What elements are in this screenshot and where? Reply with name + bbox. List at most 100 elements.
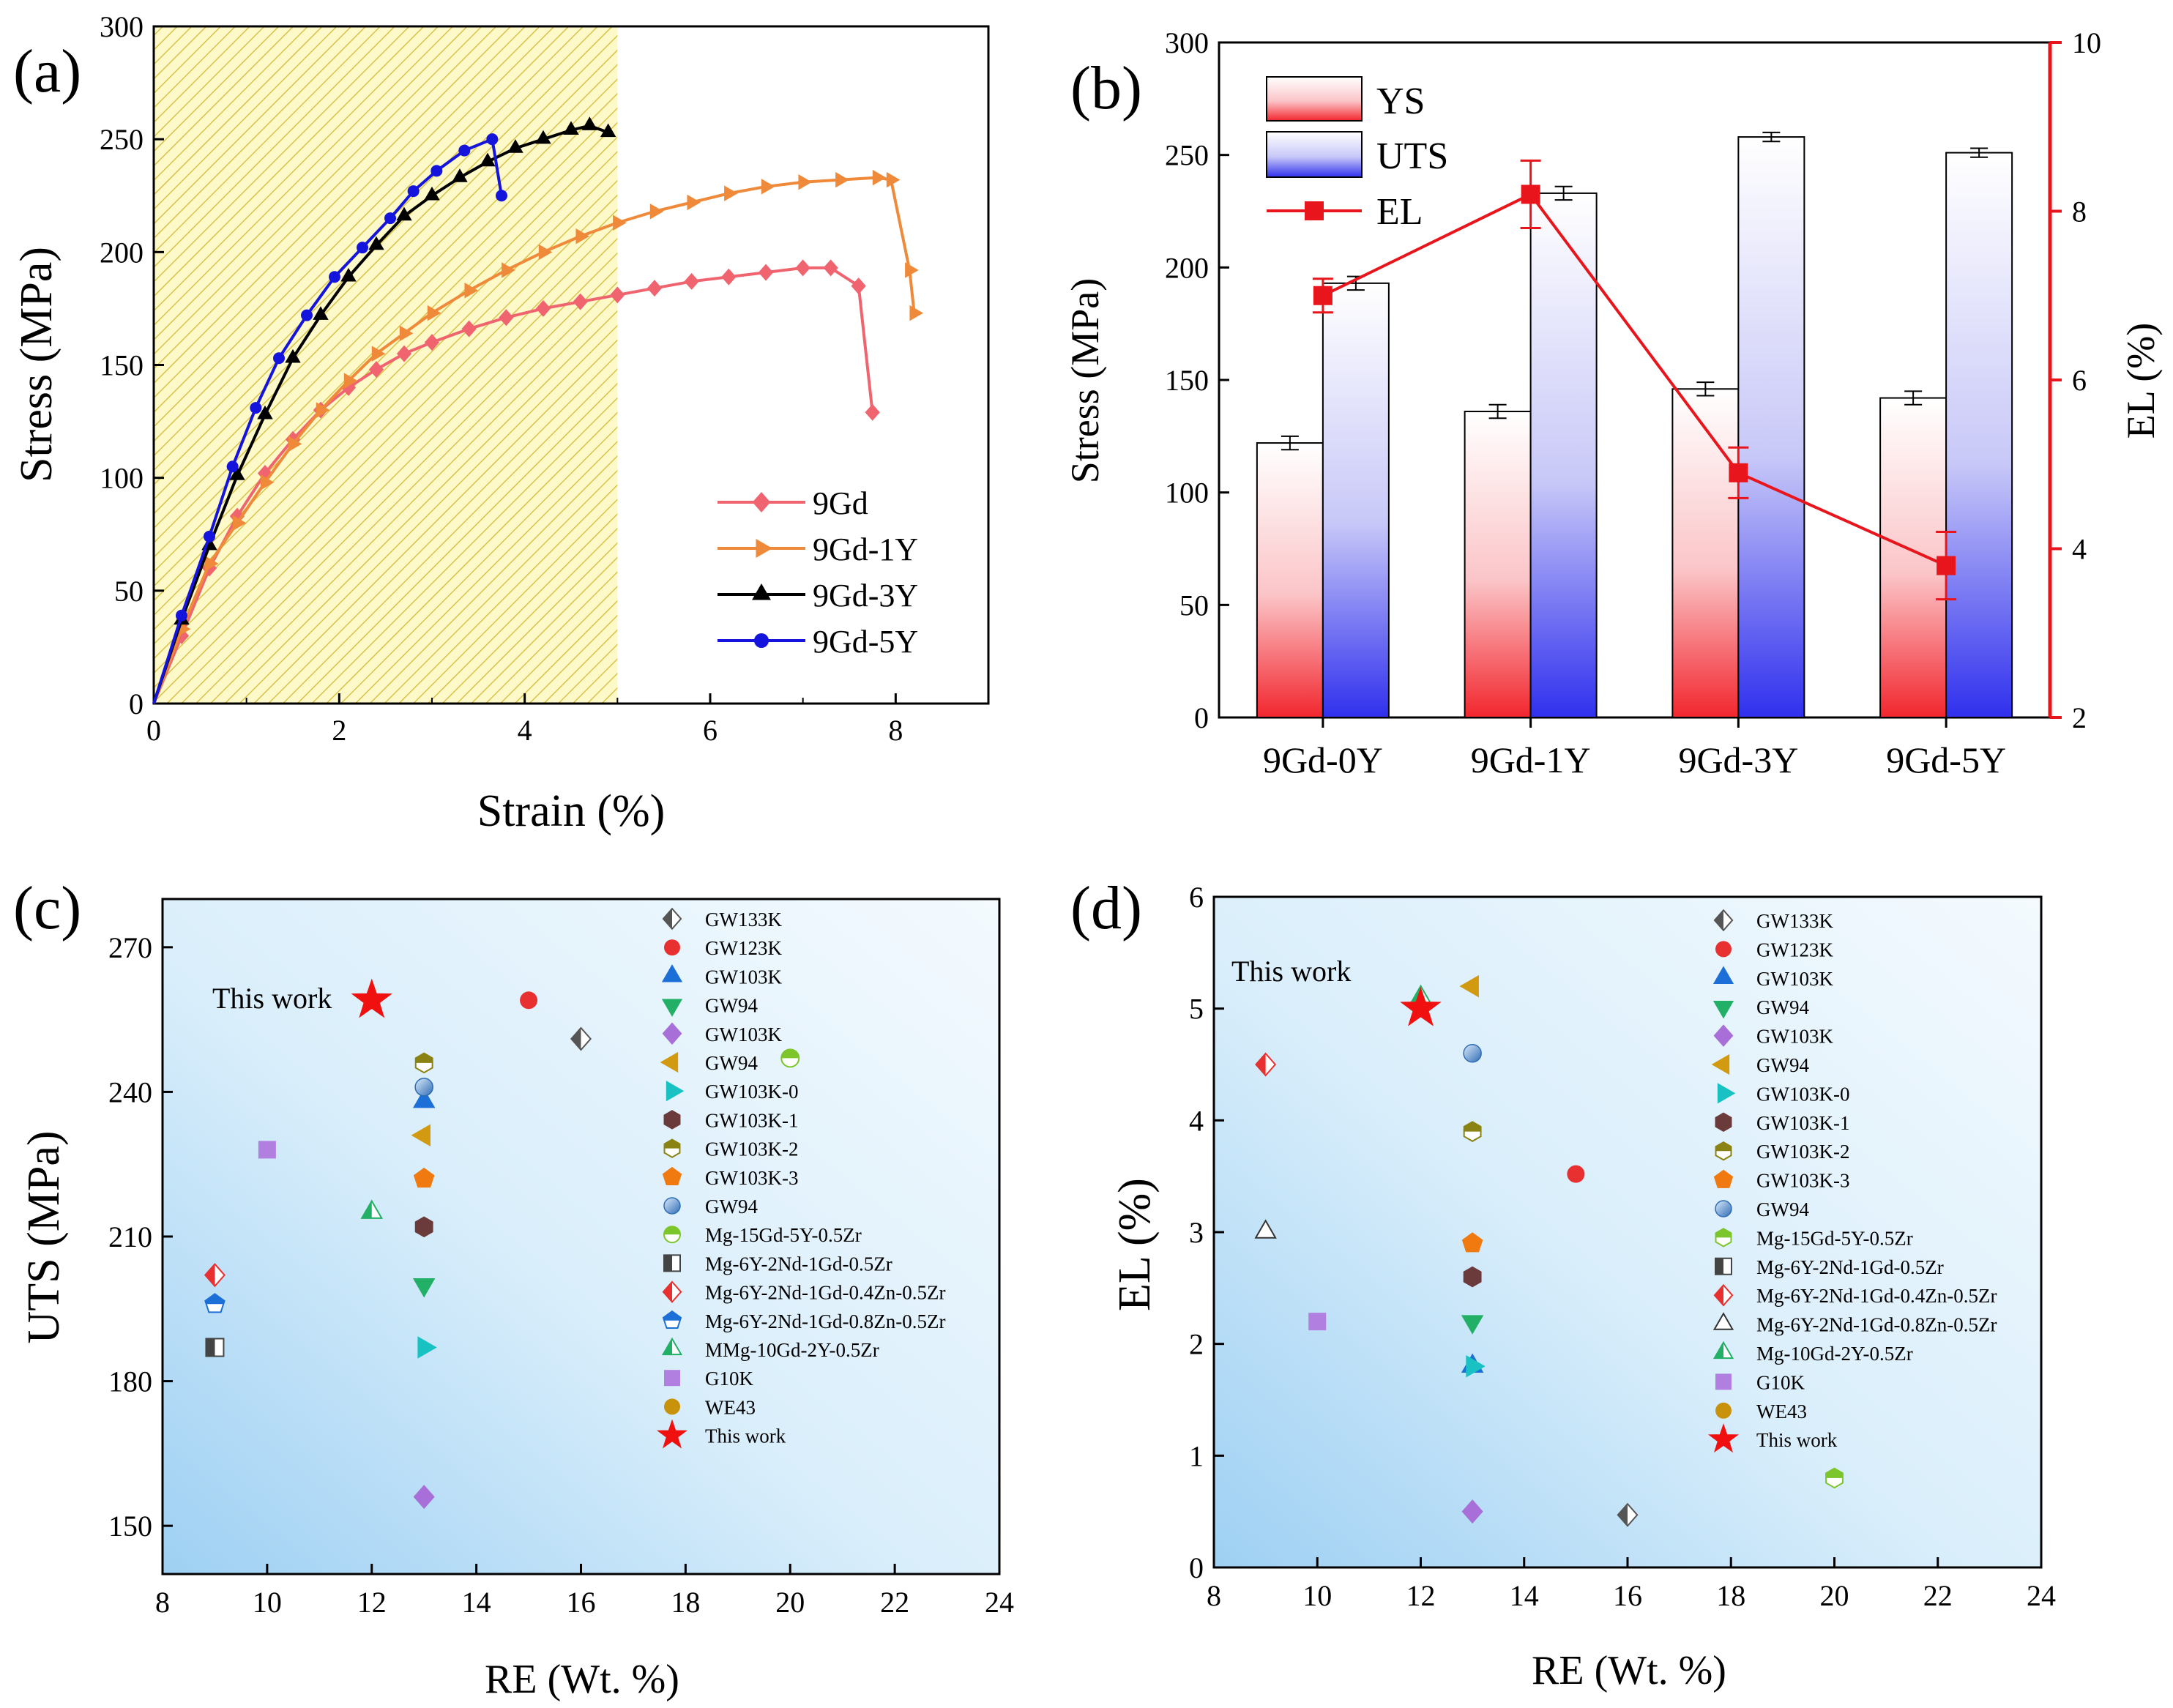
data-point-shape bbox=[226, 460, 239, 473]
y-tick-label: 180 bbox=[108, 1365, 152, 1398]
legend-marker-shape bbox=[1711, 1053, 1730, 1075]
data-point-shape bbox=[458, 144, 471, 157]
data-point bbox=[575, 228, 590, 245]
data-point bbox=[396, 206, 412, 221]
data-point-shape bbox=[368, 361, 384, 378]
data-point-shape bbox=[250, 402, 262, 414]
data-point-shape bbox=[758, 264, 774, 281]
point-GW103K-2-fill bbox=[1464, 1122, 1481, 1132]
legend-marker bbox=[1715, 1228, 1732, 1248]
point-G10K bbox=[258, 1141, 276, 1159]
legend-marker-shape bbox=[664, 1398, 680, 1415]
data-point bbox=[538, 244, 553, 261]
panel-a-label: (a) bbox=[13, 37, 81, 105]
legend-marker bbox=[1711, 1053, 1730, 1075]
point-Mg-15Gd-5Y-0.5Zr-fill bbox=[781, 1049, 800, 1059]
legend-label: UTS bbox=[1376, 135, 1448, 177]
y-tick-label: 270 bbox=[108, 931, 152, 964]
axis-ticks: 0 50 100 150 200 250 300 2 4 6 8 10 9Gd-0Y 9Gd-1Y 9Gd-… bbox=[1165, 26, 2101, 780]
point-GW94 bbox=[411, 1124, 430, 1146]
data-point-shape bbox=[329, 271, 340, 283]
y-axis-label: EL (%) bbox=[1110, 1178, 1160, 1311]
point-GW103K bbox=[412, 1088, 436, 1108]
x-tick-label: 14 bbox=[462, 1586, 491, 1619]
legend-marker bbox=[663, 1138, 681, 1158]
point-GW133K bbox=[570, 1026, 592, 1051]
y-tick-label: 150 bbox=[1165, 364, 1209, 397]
y-tick-label: 4 bbox=[1189, 1104, 1204, 1137]
data-point-shape bbox=[396, 206, 412, 221]
point-Mg-6Y-2Nd-1Gd-0.4Zn-0.5Zr bbox=[204, 1263, 225, 1288]
legend: YS UTS EL bbox=[1266, 76, 1448, 233]
legend-marker bbox=[662, 1022, 682, 1045]
legend-marker-shape bbox=[1715, 1373, 1732, 1390]
bar-UTS bbox=[1322, 282, 1390, 718]
x-tick-label: 9Gd-5Y bbox=[1886, 739, 2006, 780]
legend-marker-fill bbox=[1715, 1228, 1732, 1238]
legend-marker-shape bbox=[754, 633, 769, 648]
data-point bbox=[461, 320, 477, 338]
legend-label: Mg-10Gd-2Y-0.5Zr bbox=[1756, 1343, 1913, 1365]
data-point bbox=[313, 306, 329, 320]
x-tick-label: 18 bbox=[1716, 1579, 1745, 1612]
data-point bbox=[535, 299, 551, 317]
point-GW103K-1 bbox=[414, 1216, 433, 1238]
y-tick-label: 5 bbox=[1189, 993, 1204, 1026]
point-Mg-6Y-2Nd-1Gd-0.8Zn-0.5Zr bbox=[1254, 1219, 1277, 1239]
scatter-points bbox=[204, 978, 800, 1510]
legend-marker-shape bbox=[1715, 1112, 1732, 1133]
data-point-shape bbox=[461, 320, 477, 338]
point-GW103K-3-shape bbox=[413, 1167, 435, 1188]
x-tick-label: 24 bbox=[2027, 1579, 2056, 1612]
legend-marker-fill bbox=[1715, 1142, 1732, 1152]
legend-marker-shape bbox=[752, 583, 771, 600]
scatter-points bbox=[1254, 974, 1844, 1527]
data-point-shape bbox=[368, 236, 384, 250]
y-right-tick-label: 6 bbox=[2072, 364, 2087, 397]
x-tick-label: 14 bbox=[1510, 1579, 1539, 1612]
point-Mg-6Y-2Nd-1Gd-0.5Zr-fill bbox=[206, 1338, 215, 1357]
legend-marker bbox=[1713, 1283, 1734, 1307]
legend-marker bbox=[660, 1051, 679, 1073]
legend-label: GW103K-3 bbox=[705, 1167, 798, 1189]
legend-marker-shape bbox=[1713, 1024, 1734, 1047]
bar-YS bbox=[1671, 388, 1740, 718]
data-point-shape bbox=[886, 171, 901, 188]
y-tick-label: 2 bbox=[1189, 1328, 1204, 1361]
data-point-shape bbox=[496, 190, 507, 202]
data-point bbox=[687, 194, 701, 211]
data-point-shape bbox=[761, 179, 775, 195]
data-point bbox=[758, 264, 774, 281]
y-axis-label: Stress (MPa) bbox=[12, 247, 61, 482]
data-point bbox=[905, 262, 919, 278]
legend-label: GW94 bbox=[705, 1052, 758, 1074]
legend-label: 9Gd-3Y bbox=[813, 578, 918, 614]
legend-marker bbox=[752, 583, 771, 600]
point-Mg-6Y-2Nd-1Gd-0.5Zr bbox=[205, 1338, 225, 1357]
data-point bbox=[368, 361, 384, 378]
data-point bbox=[600, 123, 616, 138]
data-point bbox=[301, 309, 313, 321]
legend-marker-shape bbox=[663, 1197, 681, 1215]
legend-marker bbox=[1715, 1257, 1732, 1275]
point-GW133K-fill bbox=[571, 1027, 581, 1050]
point-Mg-15Gd-5Y-0.5Zr-fill bbox=[1826, 1468, 1843, 1478]
point-GW103K-1-shape bbox=[1463, 1266, 1482, 1288]
legend-marker-shape bbox=[656, 1419, 688, 1449]
legend-marker bbox=[754, 633, 769, 648]
data-point bbox=[563, 121, 579, 135]
legend-label: This work bbox=[705, 1425, 786, 1447]
legend-marker bbox=[1713, 909, 1734, 932]
data-point-shape bbox=[257, 405, 273, 419]
y-tick-label: 200 bbox=[1165, 251, 1209, 284]
y-tick-label: 3 bbox=[1189, 1216, 1204, 1249]
data-point bbox=[232, 515, 247, 532]
legend-label: Mg-15Gd-5Y-0.5Zr bbox=[705, 1224, 862, 1246]
legend-marker-shape bbox=[1715, 1200, 1732, 1217]
legend-label: GW103K-0 bbox=[705, 1081, 798, 1103]
data-point-shape bbox=[427, 305, 441, 321]
el-line bbox=[1322, 192, 1947, 567]
point-Mg-6Y-2Nd-1Gd-0.8Zn-0.5Zr-fill bbox=[205, 1294, 225, 1305]
series-line-9Gd-1Y bbox=[152, 176, 916, 704]
x-tick-label: 9Gd-1Y bbox=[1471, 739, 1591, 780]
